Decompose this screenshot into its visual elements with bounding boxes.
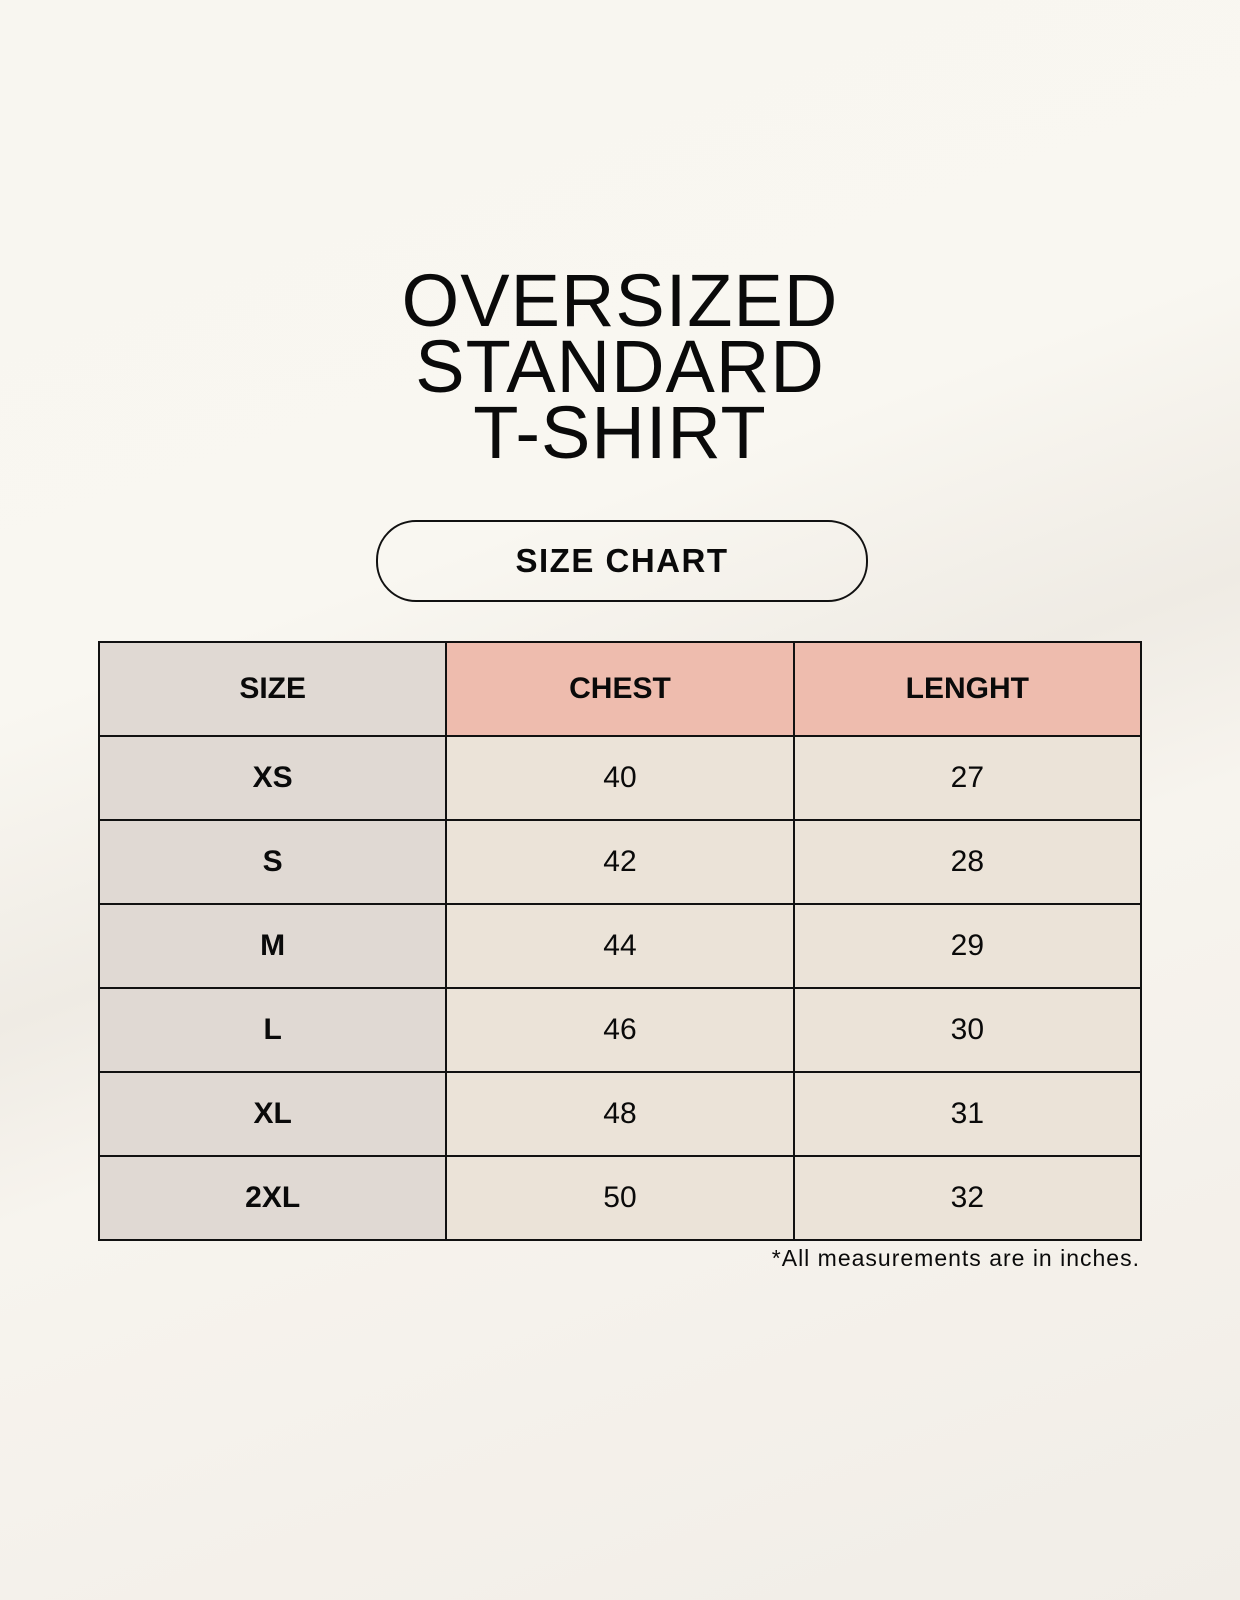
cell-chest: 48 xyxy=(445,1071,795,1157)
size-table: SIZE CHEST LENGHT XS 40 27 S 42 28 M 44 29 L 46 30 X… xyxy=(97,641,1143,1241)
cell-chest: 44 xyxy=(445,903,795,989)
cell-chest: 50 xyxy=(445,1155,795,1241)
cell-size: L xyxy=(97,987,448,1073)
title-line-2: STANDARD xyxy=(415,325,825,408)
table-row: L 46 30 xyxy=(97,987,1143,1073)
table-row: S 42 28 xyxy=(97,819,1143,905)
page-title: OVERSIZED STANDARD T-SHIRT xyxy=(0,259,1240,474)
cell-chest: 42 xyxy=(445,819,795,905)
cell-length: 29 xyxy=(792,903,1143,989)
cell-chest: 40 xyxy=(445,735,795,821)
table-row: M 44 29 xyxy=(97,903,1143,989)
cell-chest: 46 xyxy=(445,987,795,1073)
header-chest: CHEST xyxy=(445,641,795,737)
table-row: 2XL 50 32 xyxy=(97,1155,1143,1241)
table-header-row: SIZE CHEST LENGHT xyxy=(97,641,1143,737)
cell-length: 27 xyxy=(792,735,1143,821)
cell-size: 2XL xyxy=(97,1155,448,1241)
header-length: LENGHT xyxy=(792,641,1143,737)
footnote: *All measurements are in inches. xyxy=(771,1245,1140,1271)
cell-length: 28 xyxy=(792,819,1143,905)
cell-size: XL xyxy=(97,1071,448,1157)
header-size: SIZE xyxy=(97,641,448,737)
title-line-1: OVERSIZED xyxy=(401,259,839,342)
table-row: XL 48 31 xyxy=(97,1071,1143,1157)
cell-length: 30 xyxy=(792,987,1143,1073)
size-chart-badge: SIZE CHART xyxy=(376,520,868,602)
cell-size: M xyxy=(97,903,448,989)
cell-size: XS xyxy=(97,735,448,821)
cell-length: 32 xyxy=(792,1155,1143,1241)
table-row: XS 40 27 xyxy=(97,735,1143,821)
cell-length: 31 xyxy=(792,1071,1143,1157)
title-line-3: T-SHIRT xyxy=(473,391,767,474)
cell-size: S xyxy=(97,819,448,905)
